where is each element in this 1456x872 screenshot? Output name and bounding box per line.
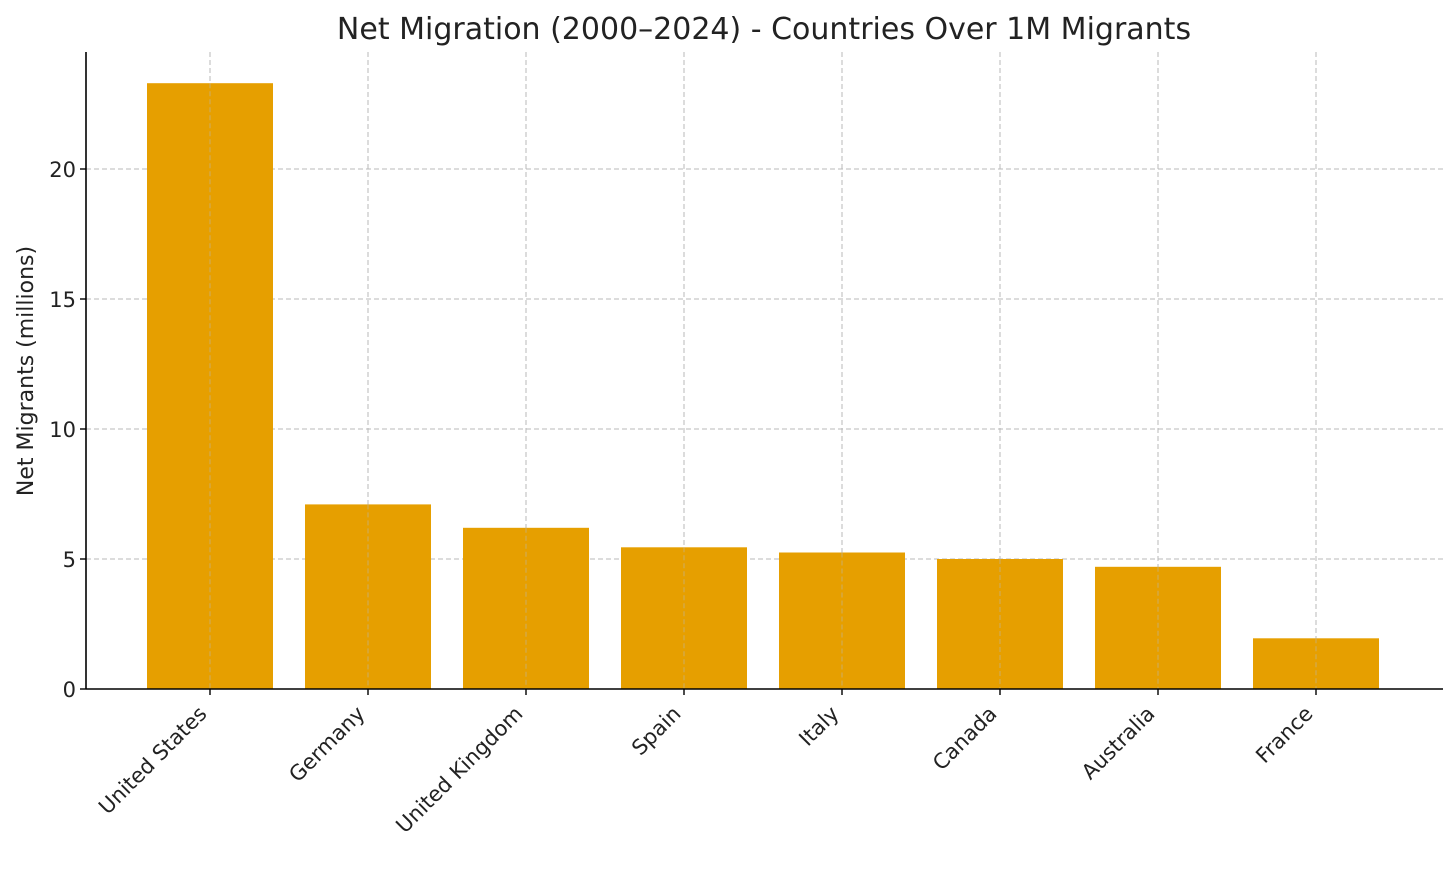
x-tick-label-0: United States <box>94 702 212 820</box>
x-tick-labels: United States Germany United Kingdom Spain I… <box>94 702 1318 838</box>
x-tick-label-5: Canada <box>928 702 1001 775</box>
grid-lines <box>86 52 1443 689</box>
y-axis-label: Net Migrants (millions) <box>14 246 39 496</box>
y-tick-labels: 0 5 10 15 20 <box>49 158 76 702</box>
chart-title: Net Migration (2000–2024) - Countries Ov… <box>337 12 1191 47</box>
axes <box>80 52 1443 695</box>
y-tick-label-2: 10 <box>49 418 76 442</box>
x-tick-label-4: Italy <box>794 702 843 751</box>
x-tick-label-6: Australia <box>1077 702 1160 785</box>
bar-spain <box>621 547 747 689</box>
y-tick-label-0: 0 <box>63 678 76 702</box>
x-tick-label-1: Germany <box>284 702 369 787</box>
y-tick-label-4: 20 <box>49 158 76 182</box>
bars <box>147 83 1379 689</box>
y-tick-label-1: 5 <box>63 548 76 572</box>
x-tick-label-3: Spain <box>627 702 685 760</box>
x-tick-label-7: France <box>1251 702 1317 768</box>
x-tick-label-2: United Kingdom <box>391 702 527 838</box>
y-tick-label-3: 15 <box>49 288 76 312</box>
